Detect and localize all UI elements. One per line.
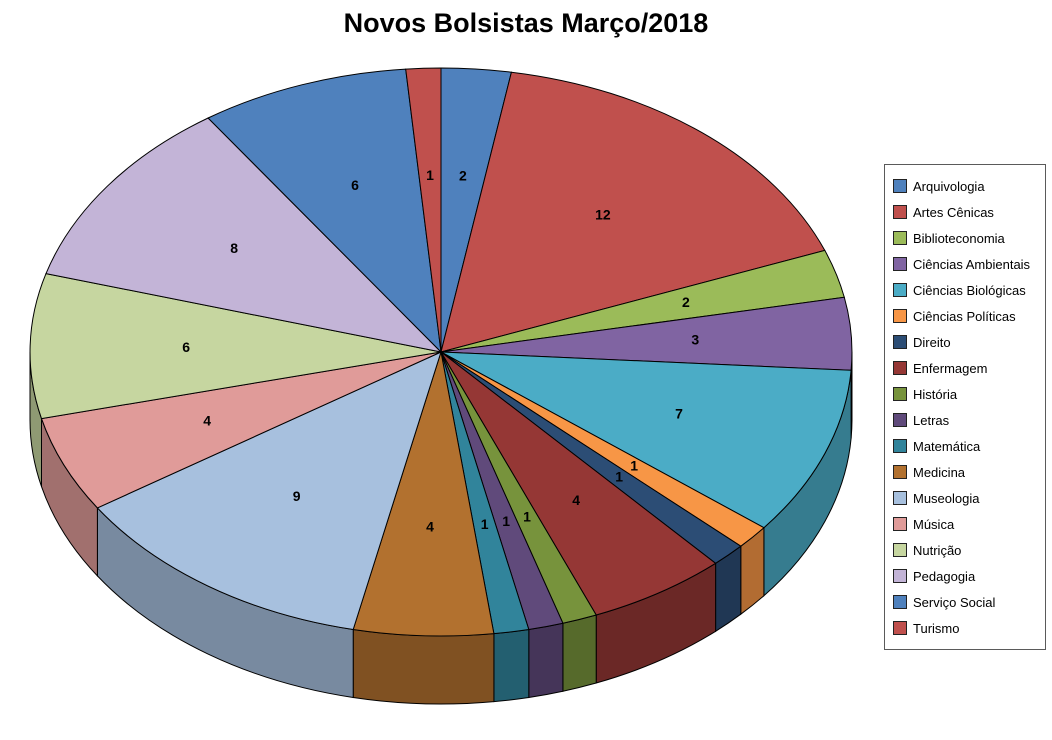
legend-item: Direito	[893, 329, 1039, 355]
pie-tops-group	[29, 67, 853, 637]
slice-value-label: 9	[293, 488, 301, 504]
slice-value-label: 2	[459, 167, 467, 183]
legend-label: Biblioteconomia	[913, 230, 1005, 246]
legend-swatch	[893, 309, 907, 323]
legend-label: Letras	[913, 412, 950, 428]
pie-slice	[352, 351, 495, 637]
legend-swatch	[893, 439, 907, 453]
legend-label: História	[913, 386, 958, 402]
slice-value-label: 1	[615, 469, 623, 485]
slice-value-label: 3	[691, 331, 699, 347]
slice-value-label: 6	[351, 177, 359, 193]
legend-item: Ciências Políticas	[893, 303, 1039, 329]
legend-label: Direito	[913, 334, 951, 350]
legend-item: Medicina	[893, 459, 1039, 485]
legend-swatch	[893, 491, 907, 505]
legend-swatch	[893, 621, 907, 635]
legend-item: Pedagogia	[893, 563, 1039, 589]
legend-label: Enfermagem	[913, 360, 988, 376]
slice-value-label: 4	[426, 519, 434, 535]
pie-slice	[405, 67, 442, 353]
slice-value-label: 1	[630, 458, 638, 474]
legend-label: Pedagogia	[913, 568, 976, 584]
pie-slice	[45, 117, 443, 353]
pie-slice	[96, 351, 442, 631]
slice-value-label: 4	[572, 492, 580, 508]
pie-slice	[207, 68, 442, 354]
pie-slice	[440, 351, 852, 529]
pie-slice	[29, 273, 442, 420]
legend-swatch	[893, 517, 907, 531]
legend-item: Turismo	[893, 615, 1039, 641]
slice-value-label: 7	[675, 406, 683, 422]
legend-swatch	[893, 595, 907, 609]
legend-swatch	[893, 543, 907, 557]
legend-label: Artes Cênicas	[913, 204, 994, 220]
slice-value-label: 1	[481, 516, 489, 532]
legend-swatch	[893, 257, 907, 271]
chart-title: Novos Bolsistas Março/2018	[343, 8, 709, 38]
legend-swatch	[893, 465, 907, 479]
legend-swatch	[893, 335, 907, 349]
slice-value-label: 1	[502, 513, 510, 529]
slice-value-label: 6	[182, 339, 190, 355]
legend-label: Ciências Ambientais	[913, 256, 1031, 272]
legend-label: Medicina	[913, 464, 966, 480]
legend-label: Música	[913, 516, 955, 532]
legend-swatch	[893, 231, 907, 245]
legend-item: História	[893, 381, 1039, 407]
legend-swatch	[893, 387, 907, 401]
slice-value-label: 12	[595, 207, 611, 223]
legend-item: Ciências Biológicas	[893, 277, 1039, 303]
legend-swatch	[893, 361, 907, 375]
legend-label: Ciências Biológicas	[913, 282, 1026, 298]
legend-label: Serviço Social	[913, 594, 996, 610]
slice-value-label: 4	[203, 413, 211, 429]
legend-item: Música	[893, 511, 1039, 537]
pie-slice-side	[528, 622, 564, 699]
pie-slice	[40, 351, 442, 509]
legend-item: Nutrição	[893, 537, 1039, 563]
pie-slice-side	[352, 628, 495, 705]
slice-value-label: 1	[523, 508, 531, 524]
legend-item: Arquivologia	[893, 173, 1039, 199]
legend-item: Letras	[893, 407, 1039, 433]
slice-value-label: 8	[230, 240, 238, 256]
legend-label: Turismo	[913, 620, 960, 636]
legend-swatch	[893, 413, 907, 427]
pie-slice-side	[562, 614, 597, 692]
legend-item: Matemática	[893, 433, 1039, 459]
legend-item: Artes Cênicas	[893, 199, 1039, 225]
legend-label: Arquivologia	[913, 178, 985, 194]
legend: Arquivologia Artes Cênicas Biblioteconomia…	[884, 164, 1046, 650]
legend-label: Museologia	[913, 490, 980, 506]
pie-slice	[440, 351, 717, 616]
legend-label: Nutrição	[913, 542, 962, 558]
legend-label: Ciências Políticas	[913, 308, 1016, 324]
legend-swatch	[893, 205, 907, 219]
legend-swatch	[893, 569, 907, 583]
pie-sides-group	[29, 351, 853, 705]
pie-slice-side	[493, 628, 530, 703]
legend-swatch	[893, 179, 907, 193]
legend-item: Biblioteconomia	[893, 225, 1039, 251]
pie-slice	[440, 71, 826, 353]
legend-item: Museologia	[893, 485, 1039, 511]
legend-item: Enfermagem	[893, 355, 1039, 381]
legend-item: Ciências Ambientais	[893, 251, 1039, 277]
slice-value-label: 1	[426, 167, 434, 183]
legend-item: Serviço Social	[893, 589, 1039, 615]
legend-label: Matemática	[913, 438, 981, 454]
legend-swatch	[893, 283, 907, 297]
slice-value-label: 2	[682, 294, 690, 310]
